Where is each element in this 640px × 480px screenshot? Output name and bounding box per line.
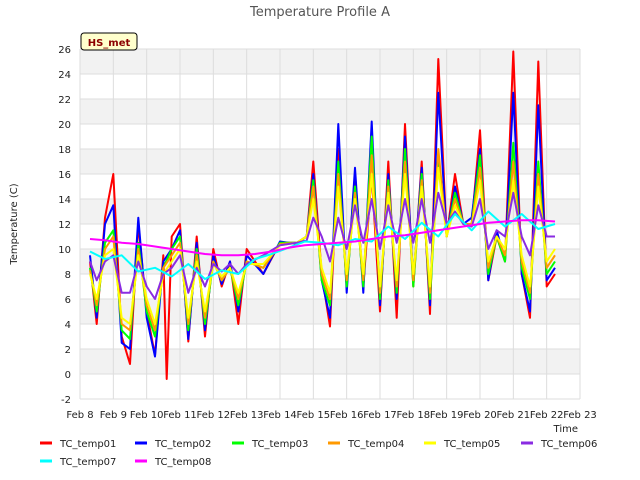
- badge-label: HS_met: [88, 38, 131, 49]
- legend-label: TC_temp04: [347, 439, 404, 450]
- x-tick-label: Feb 15: [297, 410, 331, 421]
- x-tick-label: Feb 23: [563, 410, 597, 421]
- y-axis-label: Temperature (C): [9, 183, 20, 265]
- plot-band: [80, 49, 580, 74]
- badge: HS_met: [80, 32, 138, 51]
- x-axis-label: Time: [553, 424, 578, 435]
- legend-label: TC_temp07: [59, 457, 116, 468]
- y-tick-label: 16: [58, 170, 71, 181]
- series-line-tc_temp06: [89, 191, 555, 300]
- y-tick-label: 12: [58, 220, 71, 231]
- x-tick-label: Feb 19: [430, 410, 464, 421]
- y-tick-label: 24: [58, 70, 71, 81]
- y-tick-label: 14: [58, 195, 71, 206]
- legend-label: TC_temp01: [59, 439, 116, 450]
- x-tick-label: Feb 9: [100, 410, 127, 421]
- y-tick-label: 20: [58, 120, 71, 131]
- series-line-tc_temp01: [89, 50, 556, 380]
- y-tick-label: 6: [65, 295, 71, 306]
- legend-label: TC_temp03: [251, 439, 308, 450]
- y-tick-label: 2: [65, 345, 71, 356]
- x-tick-label: Feb 22: [530, 410, 564, 421]
- legend: TC_temp01 TC_temp02 TC_temp03 TC_temp04 TC_t…: [40, 439, 597, 468]
- y-tick-label: 18: [58, 145, 71, 156]
- x-tick-label: Feb 10: [130, 410, 164, 421]
- x-tick-label: Feb 21: [497, 410, 531, 421]
- x-tick-label: Feb 20: [463, 410, 497, 421]
- badge-box: [80, 32, 138, 51]
- y-tick-label: 26: [58, 45, 71, 56]
- y-tick-label: 8: [65, 270, 71, 281]
- legend-label: TC_temp06: [540, 439, 597, 450]
- y-tick-label: 4: [65, 320, 71, 331]
- y-tick-label: 10: [58, 245, 71, 256]
- legend-label: TC_temp08: [154, 457, 211, 468]
- x-tick-label: Feb 13: [230, 410, 264, 421]
- x-tick-label: Feb 18: [397, 410, 431, 421]
- y-tick-label: 22: [58, 95, 71, 106]
- x-tick-label: Feb 12: [197, 410, 231, 421]
- plot-band: [80, 99, 580, 124]
- y-tick-label: -2: [61, 395, 71, 406]
- series-lines: [89, 50, 556, 380]
- legend-label: TC_temp02: [154, 439, 211, 450]
- plot-band: [80, 349, 580, 374]
- series-line-tc_temp08: [89, 219, 556, 257]
- x-tick-label: Feb 8: [66, 410, 93, 421]
- legend-label: TC_temp05: [443, 439, 500, 450]
- x-tick-label: Feb 17: [363, 410, 397, 421]
- chart-title: Temperature Profile A: [249, 5, 390, 20]
- x-tick-label: Feb 11: [163, 410, 197, 421]
- plot-band: [80, 199, 580, 224]
- x-tick-label: Feb 14: [263, 410, 297, 421]
- x-axis-ticks: Feb 8 Feb 9 Feb 10 Feb 11 Feb 12 Feb 13 Feb 14…: [66, 410, 596, 421]
- y-tick-label: 0: [65, 370, 71, 381]
- x-tick-label: Feb 16: [330, 410, 364, 421]
- plot-band: [80, 149, 580, 174]
